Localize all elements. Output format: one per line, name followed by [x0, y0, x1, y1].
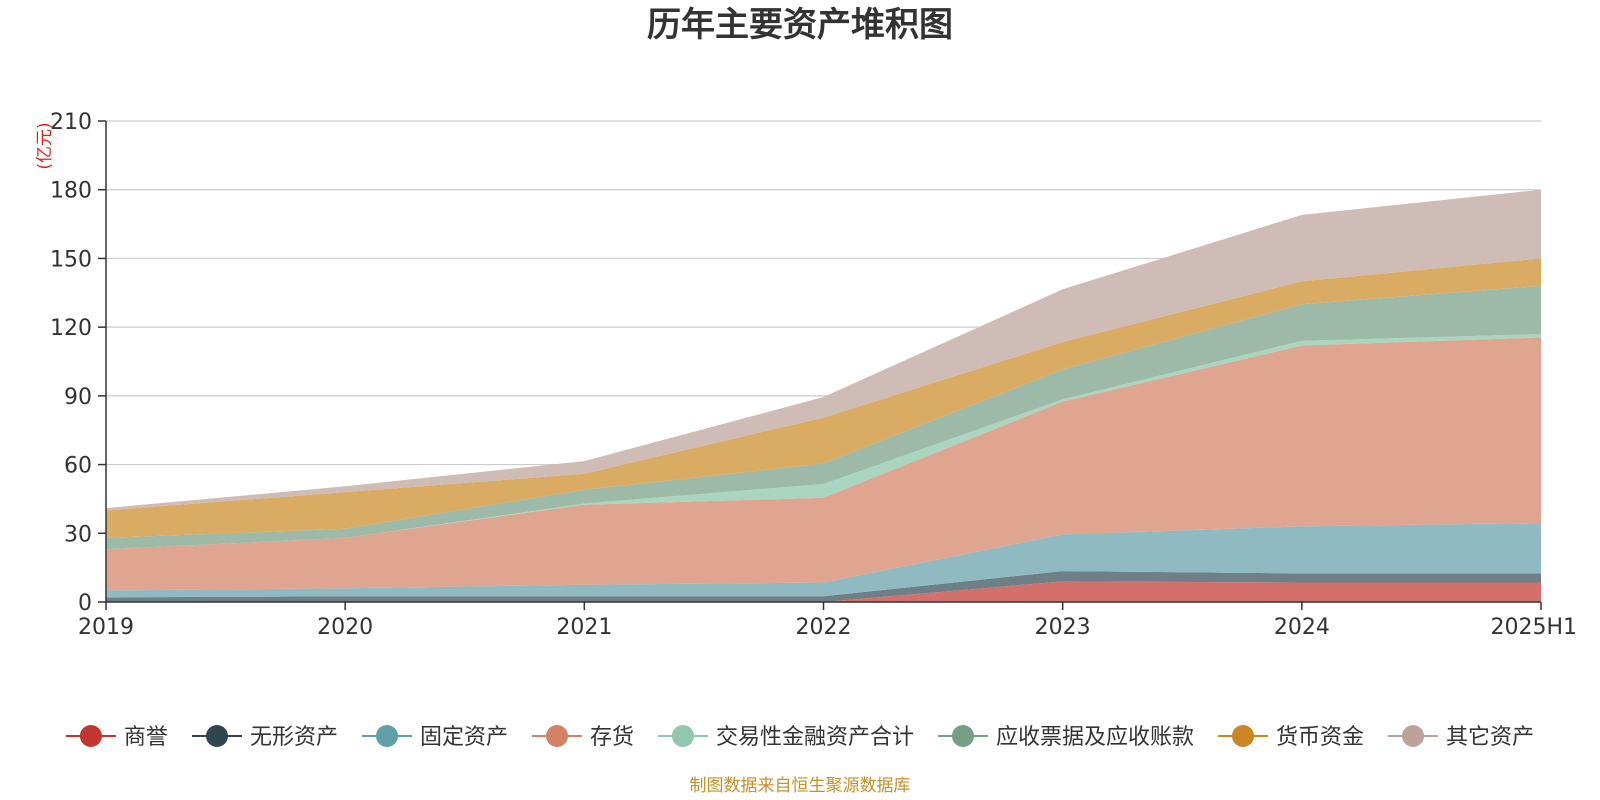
- y-tick-label: 210: [50, 110, 92, 135]
- legend-label: 无形资产: [250, 725, 338, 750]
- area-series-3: [106, 337, 1541, 591]
- y-tick-label: 150: [50, 247, 92, 272]
- legend-item: 其它资产: [1388, 725, 1534, 750]
- legend-label: 固定资产: [420, 725, 508, 750]
- area-series-7: [106, 189, 1541, 511]
- legend: 商誉 无形资产 固定资产 存货 交易性金融资产合计 应收票据及应收账款 货币资金 其它资产: [65, 725, 1534, 750]
- y-tick-label: 180: [50, 179, 92, 204]
- source-note: 制图数据来自恒生聚源数据库: [690, 776, 911, 796]
- legend-marker: [206, 725, 228, 747]
- legend-label: 交易性金融资产合计: [716, 725, 914, 750]
- legend-label: 货币资金: [1276, 725, 1364, 750]
- legend-label: 存货: [590, 725, 634, 750]
- legend-marker: [546, 725, 568, 747]
- legend-item: 交易性金融资产合计: [658, 725, 914, 750]
- x-tick-label: 2025H1: [1490, 615, 1577, 640]
- y-tick-label: 0: [78, 591, 92, 616]
- legend-marker: [672, 725, 694, 747]
- area-series-6: [106, 258, 1541, 538]
- y-tick-label: 90: [64, 385, 92, 410]
- chart-title: 历年主要资产堆积图: [647, 5, 953, 45]
- legend-marker: [79, 725, 102, 747]
- area-series-1: [106, 571, 1541, 602]
- x-tick-label: 2021: [556, 615, 612, 640]
- area-series-2: [106, 523, 1541, 598]
- y-axis-unit-label: (亿元): [35, 122, 55, 169]
- x-tick-label: 2019: [78, 615, 134, 640]
- y-tick-label: 120: [50, 316, 92, 341]
- x-tick-label: 2024: [1274, 615, 1330, 640]
- area-series-5: [106, 285, 1541, 550]
- legend-item: 固定资产: [362, 725, 508, 750]
- x-tick-label: 2023: [1035, 615, 1091, 640]
- legend-label: 其它资产: [1446, 725, 1534, 750]
- area-series: [106, 189, 1541, 602]
- legend-item: 存货: [532, 725, 634, 750]
- legend-marker: [952, 725, 974, 747]
- area-series-0: [106, 581, 1541, 602]
- legend-item: 商誉: [65, 725, 168, 750]
- x-tick-label: 2022: [796, 615, 852, 640]
- legend-label: 商誉: [124, 725, 168, 750]
- legend-item: 无形资产: [192, 725, 338, 750]
- legend-marker: [1232, 725, 1254, 747]
- axes: 0 30 60 90 120 150 180 210 2019 2020 2021 2022 2023 2…: [50, 110, 1577, 640]
- y-tick-label: 60: [64, 454, 92, 479]
- legend-label: 应收票据及应收账款: [996, 725, 1194, 750]
- legend-item: 应收票据及应收账款: [938, 725, 1194, 750]
- legend-marker: [376, 725, 398, 747]
- legend-marker: [1402, 725, 1424, 747]
- legend-item: 货币资金: [1218, 725, 1364, 750]
- y-tick-label: 30: [64, 522, 92, 547]
- x-tick-label: 2020: [317, 615, 373, 640]
